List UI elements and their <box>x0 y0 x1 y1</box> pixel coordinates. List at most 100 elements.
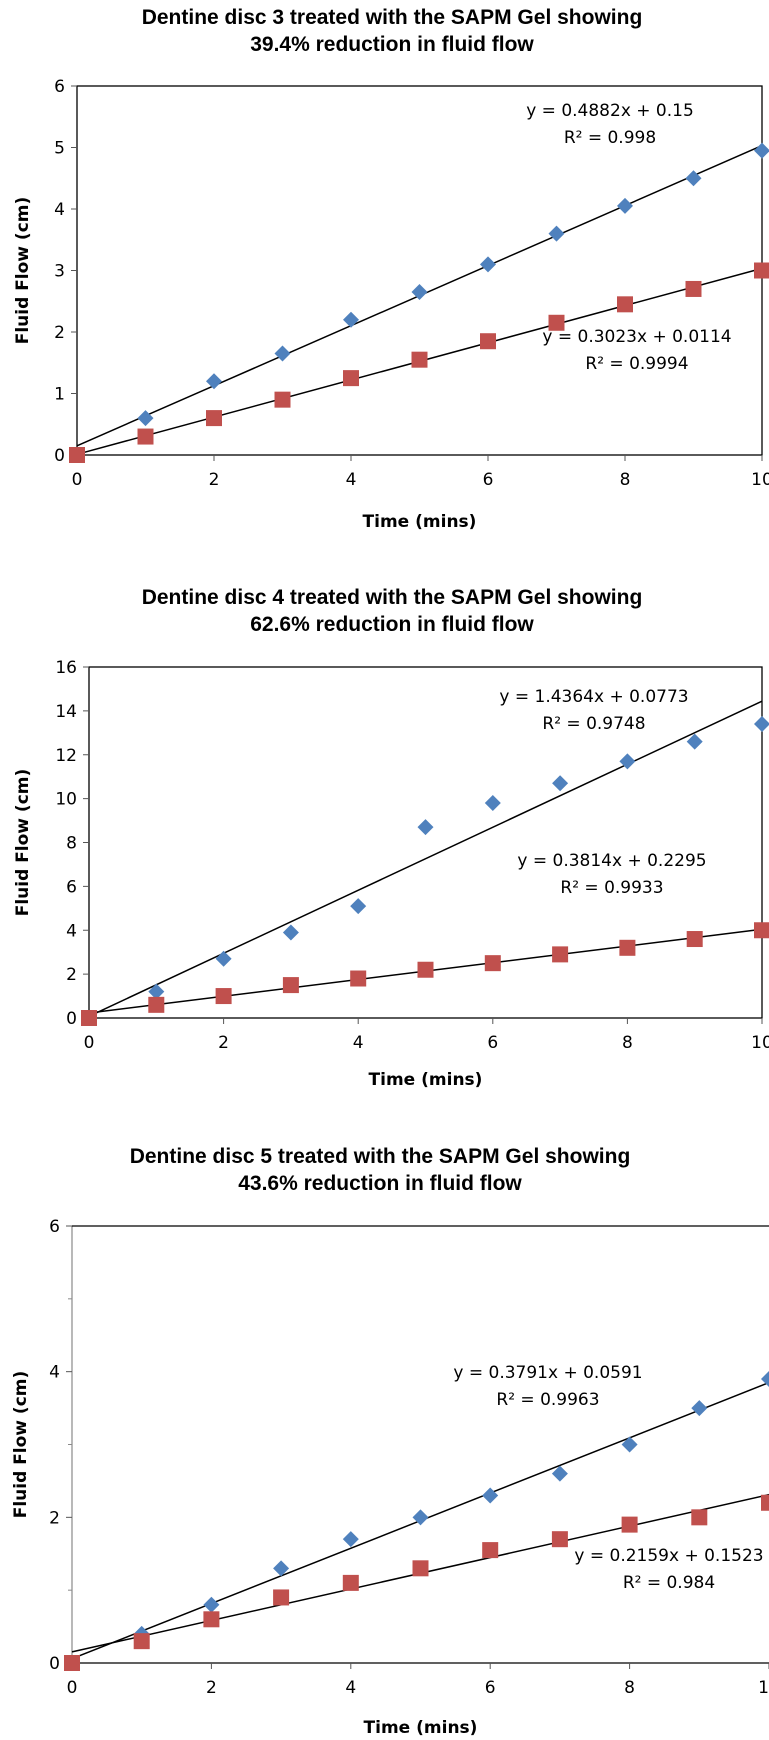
data-point-diamond <box>754 142 769 159</box>
chart-plot: 0 2 4 6 8 10 12 14 16 0 2 4 6 8 10 Time (mins) Fluid Flo… <box>13 658 769 1090</box>
data-point-square <box>81 1010 97 1026</box>
x-tick-label: 10 <box>751 470 769 490</box>
x-tick-label: 6 <box>483 470 494 490</box>
data-point-square <box>215 988 232 1005</box>
chart-title-line2: 43.6% reduction in fluid flow <box>238 1172 522 1195</box>
x-axis-label: Time (mins) <box>364 1718 478 1738</box>
data-point-square <box>274 391 291 408</box>
data-point-diamond <box>273 1560 290 1577</box>
y-tick-label: 1 <box>54 385 65 405</box>
data-point-square <box>617 296 633 313</box>
y-tick-label: 3 <box>54 262 65 282</box>
y-tick-label: 16 <box>55 658 77 678</box>
y-tick-label: 2 <box>49 1508 60 1528</box>
chart-plot: 0 2 4 6 0 2 4 6 8 10 Time (mins) Fluid Flow (cm) y =… <box>11 1217 769 1738</box>
data-point-diamond <box>350 898 367 915</box>
trendline-equation: y = 0.3023x + 0.0114 <box>542 327 731 347</box>
chart-title-line2: 39.4% reduction in fluid flow <box>250 33 534 56</box>
data-point-diamond <box>215 950 232 967</box>
data-point-square <box>342 1574 359 1591</box>
data-point-square <box>69 447 85 463</box>
y-tick-label: 5 <box>54 139 65 159</box>
y-tick-label: 4 <box>54 200 65 220</box>
y-tick-label: 14 <box>55 702 77 722</box>
series-square: y = 0.3023x + 0.0114 R² = 0.9994 <box>69 262 769 463</box>
data-point-square <box>350 970 367 987</box>
data-point-square <box>619 939 636 956</box>
data-point-square <box>551 1531 568 1548</box>
chart-title-line1: Dentine disc 5 treated with the SAPM Gel… <box>129 1145 631 1168</box>
x-tick-label: 0 <box>67 1678 78 1698</box>
chart-title-line2: 62.6% reduction in fluid flow <box>250 613 534 636</box>
chart-title-line1: Dentine disc 4 treated with the SAPM Gel… <box>141 586 643 609</box>
data-point-diamond <box>282 924 299 941</box>
data-point-diamond <box>617 197 633 214</box>
data-point-square <box>484 955 501 972</box>
series-diamond: y = 0.4882x + 0.15 R² = 0.998 <box>69 101 769 463</box>
y-axis-label: Fluid Flow (cm) <box>13 197 33 345</box>
data-point-diamond <box>480 256 496 273</box>
data-point-square <box>754 262 769 279</box>
x-tick-label: 8 <box>622 1033 633 1053</box>
data-point-diamond <box>691 1400 708 1417</box>
x-tick-label: 4 <box>345 1678 356 1698</box>
trendline-equation: y = 0.2159x + 0.1523 <box>574 1546 763 1566</box>
data-point-square <box>273 1589 290 1606</box>
data-point-square <box>417 961 434 978</box>
series-square: y = 0.3814x + 0.2295 R² = 0.9933 <box>81 851 769 1026</box>
x-tick-label: 2 <box>206 1678 217 1698</box>
series-diamond: y = 1.4364x + 0.0773 R² = 0.9748 <box>81 687 769 1026</box>
y-tick-label: 6 <box>49 1217 60 1237</box>
data-point-square <box>137 428 154 445</box>
data-point-square <box>686 931 703 948</box>
data-point-diamond <box>754 716 769 733</box>
series-diamond: y = 0.3791x + 0.0591 R² = 0.9963 <box>64 1363 769 1671</box>
trendline-equation: y = 0.3791x + 0.0591 <box>453 1363 642 1383</box>
data-point-square <box>412 1560 429 1577</box>
x-tick-label: 4 <box>346 470 357 490</box>
data-point-diamond <box>203 1596 220 1613</box>
y-tick-label: 2 <box>66 965 77 985</box>
data-point-diamond <box>551 1465 568 1482</box>
x-axis-label: Time (mins) <box>363 512 477 532</box>
data-point-diamond <box>685 170 702 187</box>
x-axis-label: Time (mins) <box>369 1070 483 1090</box>
x-tick-label: 8 <box>624 1678 635 1698</box>
data-point-square <box>282 977 299 994</box>
y-tick-label: 0 <box>54 446 65 466</box>
data-point-square <box>411 351 428 368</box>
data-point-square <box>64 1655 80 1671</box>
data-point-square <box>685 280 702 297</box>
data-point-square <box>761 1494 769 1511</box>
chart-plot: 0 1 2 3 4 5 6 0 2 4 6 8 10 Time (mins) Fluid Flow (cm)… <box>13 77 769 532</box>
data-point-diamond <box>206 373 222 390</box>
trendline-r-squared: R² = 0.984 <box>623 1573 715 1593</box>
chart-title-line1: Dentine disc 3 treated with the SAPM Gel… <box>141 6 643 29</box>
data-point-square <box>206 410 222 427</box>
y-tick-label: 2 <box>54 323 65 343</box>
y-tick-label: 8 <box>66 834 77 854</box>
trendline-r-squared: R² = 0.998 <box>564 128 656 148</box>
data-point-square <box>148 996 165 1013</box>
data-point-square <box>754 922 769 939</box>
data-point-square <box>482 1542 499 1559</box>
data-point-diamond <box>274 345 291 362</box>
data-point-diamond <box>686 733 703 750</box>
x-tick-label: 0 <box>72 470 83 490</box>
series-square: y = 0.2159x + 0.1523 R² = 0.984 <box>64 1493 769 1671</box>
y-tick-label: 4 <box>66 921 77 941</box>
x-tick-label: 6 <box>485 1678 496 1698</box>
x-tick-label: 10 <box>751 1033 769 1053</box>
data-point-diamond <box>482 1487 499 1504</box>
data-point-square <box>552 946 569 963</box>
data-point-square <box>480 333 496 350</box>
trendline <box>88 700 763 1017</box>
chart-title: Dentine disc 5 treated with the SAPM Gel… <box>0 1143 760 1197</box>
trendline-equation: y = 0.3814x + 0.2295 <box>517 851 706 871</box>
data-point-diamond <box>621 1436 638 1453</box>
data-point-square <box>343 370 359 387</box>
data-point-square <box>621 1516 638 1533</box>
data-point-diamond <box>343 311 359 328</box>
data-point-diamond <box>342 1531 359 1548</box>
